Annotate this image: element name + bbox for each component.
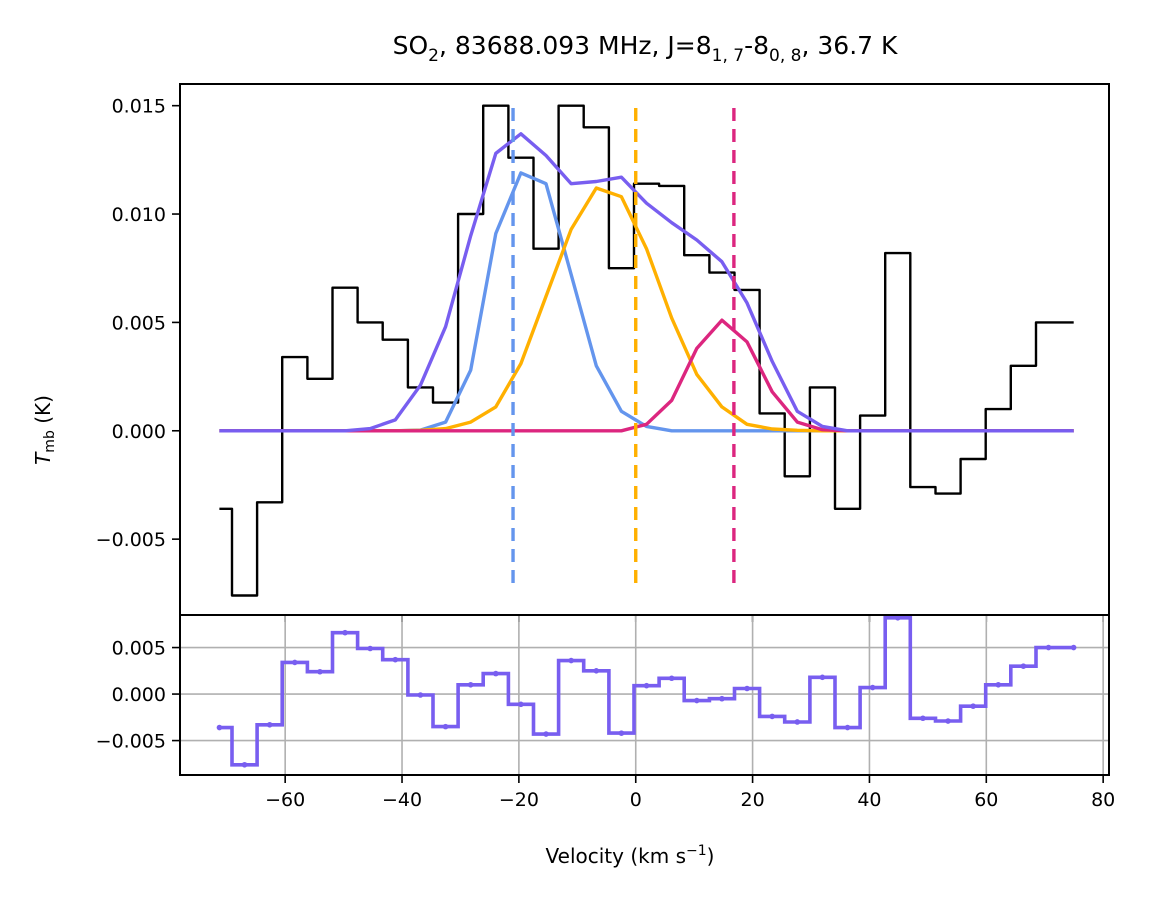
x-tick-label: −20 xyxy=(499,789,539,811)
component-3-fit-line xyxy=(219,318,1074,433)
x-tick-label: 60 xyxy=(974,789,998,811)
bottom-y-tick-label: 0.000 xyxy=(112,684,166,706)
residual-point xyxy=(618,730,625,736)
bottom-panel-frame xyxy=(179,614,1110,776)
bottom-panel-ticks: −0.005 0.000 0.005 −60 −40 −20 0 20 40 60 80 xyxy=(96,638,1116,811)
x-tick-label: 20 xyxy=(740,789,764,811)
x-tick-label: 40 xyxy=(857,789,881,811)
residual-point xyxy=(1045,644,1052,651)
bottom-y-tick-label: −0.005 xyxy=(96,731,166,753)
bottom-panel-plot xyxy=(216,614,1077,768)
residual-point xyxy=(744,685,750,692)
residual-point xyxy=(518,701,524,708)
residual-point xyxy=(367,645,373,652)
residual-point xyxy=(241,761,248,768)
residual-point xyxy=(769,713,775,720)
component-1-fit-line xyxy=(219,171,1074,433)
top-y-tick-label: 0.015 xyxy=(112,96,166,118)
residual-point xyxy=(266,721,273,728)
residual-point xyxy=(668,675,675,682)
residual-point xyxy=(719,695,725,702)
top-y-tick-label: 0.005 xyxy=(112,312,166,334)
residual-point xyxy=(292,659,298,666)
residual-point xyxy=(920,715,926,722)
residual-line xyxy=(219,616,1074,767)
top-panel-plot xyxy=(219,104,1074,597)
residual-point xyxy=(643,682,650,689)
residual-point xyxy=(216,724,223,731)
residual-point xyxy=(1020,663,1027,669)
x-tick-label: −40 xyxy=(382,789,422,811)
residual-point xyxy=(1070,644,1077,651)
residual-point xyxy=(894,614,901,621)
residual-point xyxy=(794,719,801,725)
residual-point xyxy=(442,723,449,730)
top-y-tick-label: 0.000 xyxy=(112,421,166,443)
residual-point xyxy=(392,656,399,663)
top-y-tick-label: 0.010 xyxy=(112,204,166,226)
residual-point xyxy=(493,670,499,677)
residual-point xyxy=(593,668,600,674)
residual-point xyxy=(467,681,474,688)
residual-point xyxy=(819,674,826,681)
x-tick-label: 0 xyxy=(630,789,642,811)
top-panel-frame xyxy=(179,83,1110,616)
residual-point xyxy=(417,692,424,698)
total-fit-line xyxy=(219,132,1074,433)
observed-spectrum-line xyxy=(219,104,1074,597)
top-y-tick-label: −0.005 xyxy=(96,529,166,551)
residual-point xyxy=(995,681,1002,688)
residual-point xyxy=(342,629,348,636)
chart-title: SO2, 83688.093 MHz, J=81, 7-80, 8, 36.7 … xyxy=(393,31,898,66)
residual-point xyxy=(945,718,951,724)
residual-point xyxy=(869,684,876,691)
residual-point xyxy=(543,731,549,737)
residual-point xyxy=(317,668,323,675)
x-axis-label: Velocity (km s−1) xyxy=(546,843,715,868)
residual-point xyxy=(568,657,574,664)
component-2-fit-line xyxy=(219,186,1074,433)
residual-point xyxy=(844,724,851,731)
bottom-panel-grid xyxy=(180,615,1109,775)
x-tick-label: 80 xyxy=(1091,789,1115,811)
residual-point xyxy=(693,697,700,704)
bottom-y-tick-label: 0.005 xyxy=(112,638,166,660)
residual-point xyxy=(970,703,976,709)
x-tick-label: −60 xyxy=(265,789,305,811)
top-panel-ticks: −0.005 0.000 0.005 0.010 0.015 xyxy=(96,96,1104,622)
y-axis-label: Tmb (K) xyxy=(31,395,58,465)
